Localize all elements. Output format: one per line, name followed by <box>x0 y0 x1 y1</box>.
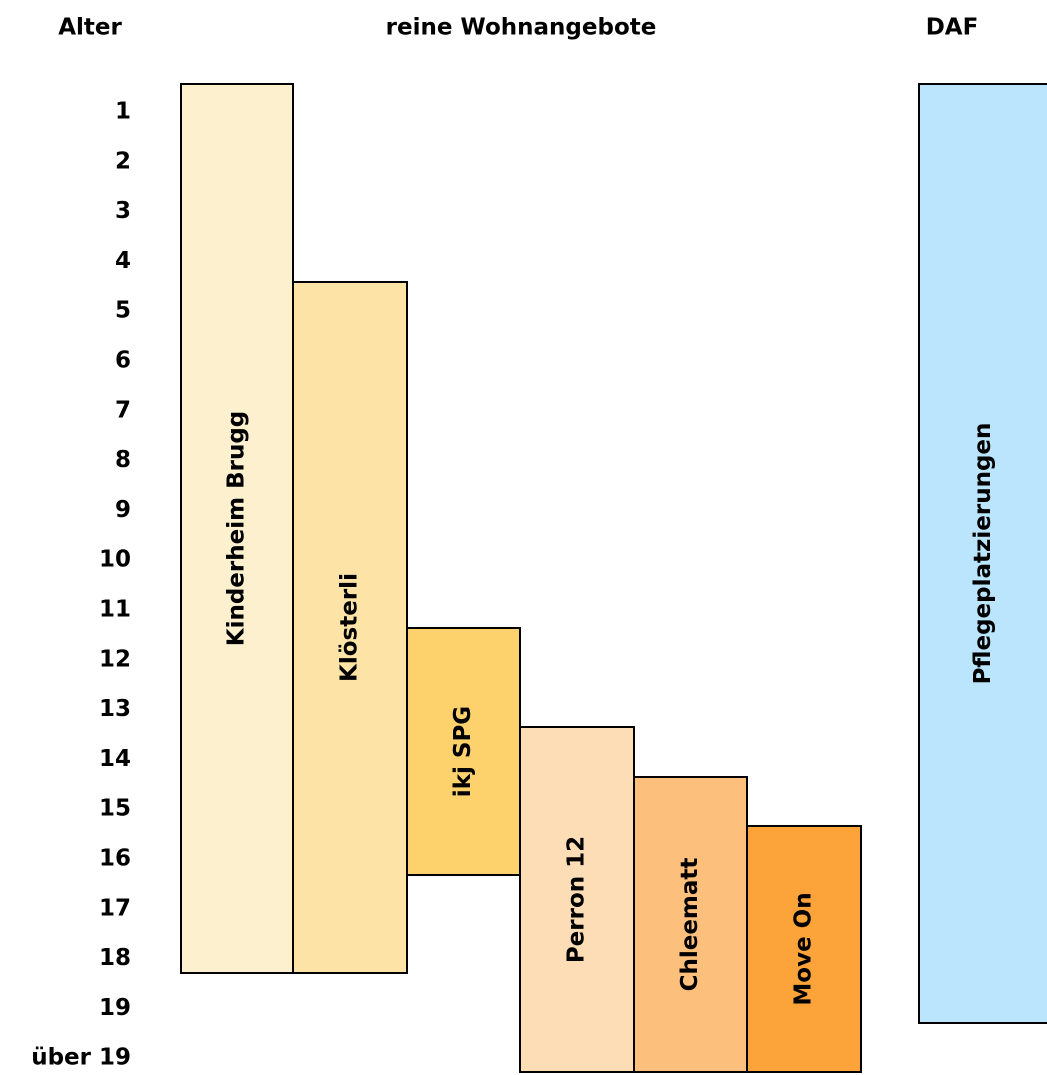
age-label: 11 <box>99 597 131 623</box>
offer-box <box>519 726 635 1073</box>
age-label: 12 <box>99 646 131 672</box>
age-label: 13 <box>99 696 131 722</box>
header-offers: reine Wohnangebote <box>386 15 657 41</box>
offer-box-label: ikj SPG <box>450 706 476 797</box>
age-label: 8 <box>115 447 131 473</box>
daf-box <box>918 83 1047 1024</box>
age-label: 4 <box>115 248 131 274</box>
age-label: 17 <box>99 895 131 921</box>
offer-box-label: Kinderheim Brugg <box>224 411 250 647</box>
age-label: 16 <box>99 846 131 872</box>
age-label: 5 <box>115 298 131 324</box>
offer-box <box>406 627 521 876</box>
header-daf: DAF <box>926 15 979 41</box>
age-label: 3 <box>115 198 131 224</box>
offer-box-label: Move On <box>791 892 817 1005</box>
age-label: 6 <box>115 348 131 374</box>
age-label: 18 <box>99 945 131 971</box>
age-label: 1 <box>115 99 131 125</box>
age-label: 2 <box>115 148 131 174</box>
age-label: 9 <box>115 497 131 523</box>
offer-box <box>292 281 408 974</box>
offer-box-label: Chleematt <box>677 858 703 992</box>
age-label: 7 <box>115 397 131 423</box>
age-label: 15 <box>99 796 131 822</box>
offer-box <box>746 825 862 1073</box>
age-label: 10 <box>99 547 131 573</box>
age-label: über 19 <box>31 1045 131 1071</box>
age-label: 19 <box>99 995 131 1021</box>
offer-box <box>180 83 294 974</box>
offer-box <box>633 776 748 1073</box>
header-age: Alter <box>58 15 122 41</box>
age-label: 14 <box>99 746 131 772</box>
daf-box-label: Pflegeplatzierungen <box>970 423 996 685</box>
offer-box-label: Perron 12 <box>564 836 590 963</box>
offer-box-label: Klösterli <box>337 573 363 682</box>
